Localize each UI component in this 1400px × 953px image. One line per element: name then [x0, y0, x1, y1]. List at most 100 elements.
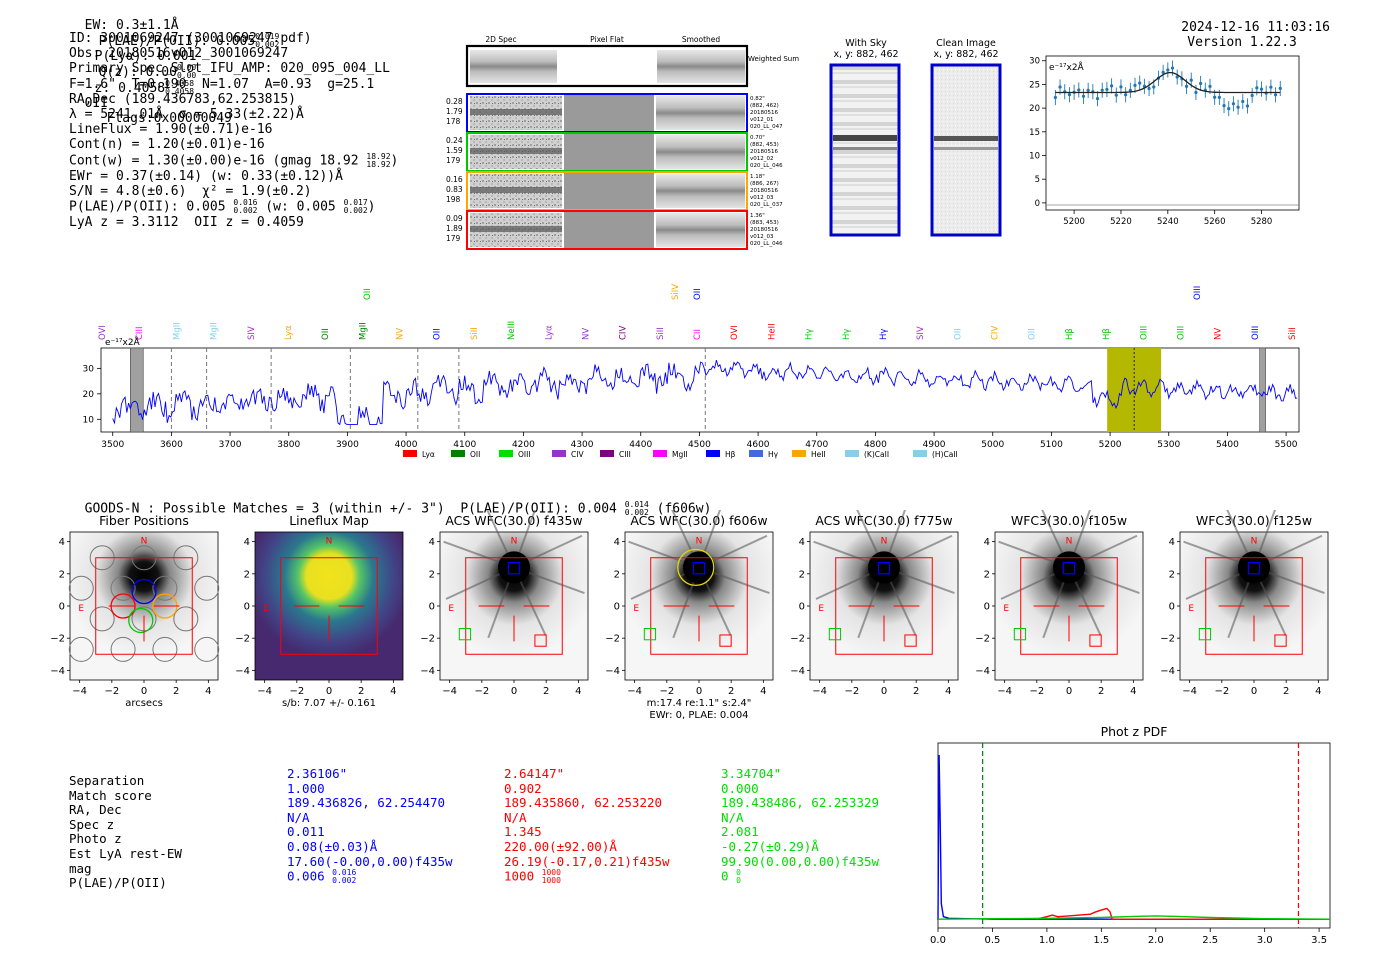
spectral-line-label-upper: OII	[693, 288, 703, 300]
cutout-ytick-label: −2	[975, 634, 990, 645]
fs-ytick-label: 20	[83, 390, 95, 400]
with-sky-xy: x, y: 882, 462	[833, 49, 899, 60]
goods-text: GOODS-N : Possible Matches = 3 (within +…	[84, 501, 617, 517]
cutout-svg: ACS WFC(30.0) f606w N E 4 2 0 −2 −4 −4 −2 0 2 4 m:17.…	[605, 496, 774, 721]
bright-star	[1053, 551, 1085, 584]
zoom-point	[1053, 95, 1057, 100]
cutout-image	[254, 531, 404, 681]
zoom-xtick-label: 5260	[1204, 217, 1226, 227]
bright-star	[683, 551, 715, 584]
spectral-line-label: SIV	[916, 326, 926, 340]
zoom-point	[1161, 70, 1165, 75]
zoom-point	[1222, 103, 1226, 108]
legend-label: OII	[470, 450, 480, 459]
pdf-xtick-label: 1.0	[1039, 935, 1055, 946]
match-value: N/A	[504, 809, 527, 825]
match-value: 0.902	[504, 780, 542, 796]
cutout-panel: WFC3(30.0) f125w N E 4 2 0 −2 −4 −4 −2 0 2 4	[1142, 496, 1342, 725]
north-marker: N	[326, 536, 333, 546]
cutout-xtick-label: −2	[659, 686, 674, 697]
info-lambda: λ = 5241.01Å σ = 5.33(±2.22)Å	[69, 107, 304, 123]
info-radec: RA,Dec (189.436783,62.253815)	[69, 91, 296, 107]
info-obs: Obs: 20180516v012_3001069247	[69, 46, 289, 62]
cutout-panel: Lineflux Map N E 4 2 0 −2 −4 −4 −2 0 2 4 s/b: 7.07 +/…	[217, 510, 417, 725]
cutout-panel: WFC3(30.0) f105w N E 4 2 0 −2 −4 −4 −2 0 2 4	[957, 496, 1157, 725]
cutout-xtick-label: 0	[1066, 686, 1072, 697]
cutout-xtick-label: 2	[358, 686, 364, 697]
spectral-line-label: Lyα	[544, 325, 554, 340]
spectral-line-label: Hγ	[805, 329, 815, 340]
cutout-xtick-label: 2	[913, 686, 919, 697]
fs-xtick-label: 5400	[1216, 440, 1239, 450]
east-marker: E	[263, 604, 269, 614]
match-value: 189.438486, 62.253329	[721, 795, 880, 811]
cutout-xtick-label: 4	[575, 686, 581, 697]
match-box-blue	[1247, 561, 1261, 575]
spectral-line-label-upper: OIII	[1193, 286, 1203, 300]
info-plae-hi: 0.016	[233, 198, 258, 208]
cutout-panel: ACS WFC(30.0) f435w N E 4 2 0 −2 −4 −4 −2 0 2 4	[402, 496, 602, 725]
fs-xtick-label: 3500	[101, 440, 124, 450]
info-lineflux: LineFlux = 1.90(±0.71)e-16	[69, 122, 273, 138]
pdf-series-green	[937, 915, 1331, 920]
pdf-xtick-label: 1.5	[1093, 935, 1109, 946]
legend-swatch	[913, 450, 927, 457]
spectral-line-label: CII	[693, 329, 703, 340]
with-sky-title: With Sky	[845, 38, 887, 49]
fs-xtick-label: 4700	[805, 440, 828, 450]
spectral-line-label: OII	[1028, 328, 1038, 340]
info-plae-w-hi: 0.017	[343, 198, 368, 208]
info-fiber: F=1.6" T=0.190 N=1.07 A=0.93 g=25.1	[69, 76, 375, 92]
aperture-circle	[677, 548, 715, 587]
cutout-xtick-label: 2	[728, 686, 734, 697]
smoothed-cutout	[656, 213, 745, 247]
spec2d-row-meta: 020_LL_046	[750, 163, 783, 169]
spec2d-row-meta: 0.70"	[750, 135, 765, 141]
cutout-xtick-label: −2	[1214, 686, 1229, 697]
zoom-xtick-label: 5220	[1110, 217, 1132, 227]
legend-swatch	[706, 450, 720, 457]
match-plae: 1000 1000 1000	[504, 869, 670, 885]
header-right: 2024-12-16 11:03:16 Version 1.22.3	[1166, 5, 1330, 50]
label-est-lya: Est LyA rest-EW	[69, 845, 182, 861]
spec2d-trace	[470, 226, 562, 232]
fs-xtick-label: 4100	[453, 440, 476, 450]
pdf-xtick-label: 2.5	[1202, 935, 1218, 946]
match-box-blue	[692, 561, 706, 575]
info-plae: P(LAE)/P(OII): 0.005	[69, 199, 226, 215]
cutout-xtick-label: −4	[442, 686, 457, 697]
fs-unit: e⁻¹⁷x2Å	[105, 336, 141, 348]
spec2d-row-meta: 020_LL_047	[750, 124, 783, 130]
cutout-svg: Fiber Positions N E 4 2 0 −2 −4 −4 −2 0 2 4 arcsecs	[50, 513, 220, 709]
spec2d-row-stat: 1.59	[446, 146, 463, 155]
smoothed-cutout	[656, 174, 745, 208]
match-value: -0.27(±0.29)Å	[721, 838, 819, 854]
match-plae-value: 0	[721, 868, 729, 884]
fs-xtick-label: 3900	[336, 440, 359, 450]
legend-label: CIV	[571, 450, 584, 459]
legend-swatch	[451, 450, 465, 457]
cutout-xtick-label: −4	[257, 686, 272, 697]
cutout-ytick-label: −2	[50, 634, 65, 645]
cutout-xtick-label: 2	[1098, 686, 1104, 697]
smoothed-cutout	[656, 135, 745, 169]
legend-swatch	[552, 450, 566, 457]
fs-xtick-label: 4400	[629, 440, 652, 450]
legend-label: MgII	[672, 450, 688, 459]
cutout-ytick-label: 0	[984, 602, 990, 613]
east-marker: E	[1188, 604, 1194, 614]
cutout-xtick-label: 2	[173, 686, 179, 697]
cutout-ytick-label: −4	[605, 666, 620, 677]
fiber-circle	[194, 575, 220, 601]
cutout-xtick-label: 2	[1283, 686, 1289, 697]
spec2d-panel: 2D Spec Pixel Flat Smoothed Weighted Sum…	[446, 35, 799, 250]
match-value: 0.08(±0.03)Å	[287, 838, 378, 854]
spectral-line-label: NeIII	[507, 321, 517, 340]
cutout-ytick-label: −2	[1160, 634, 1175, 645]
legend-swatch	[499, 450, 513, 457]
cutout-ytick-label: 2	[1169, 569, 1175, 580]
cutout-xtick-label: −2	[104, 686, 119, 697]
cutout-title: Lineflux Map	[289, 513, 369, 528]
bright-star	[498, 551, 530, 584]
